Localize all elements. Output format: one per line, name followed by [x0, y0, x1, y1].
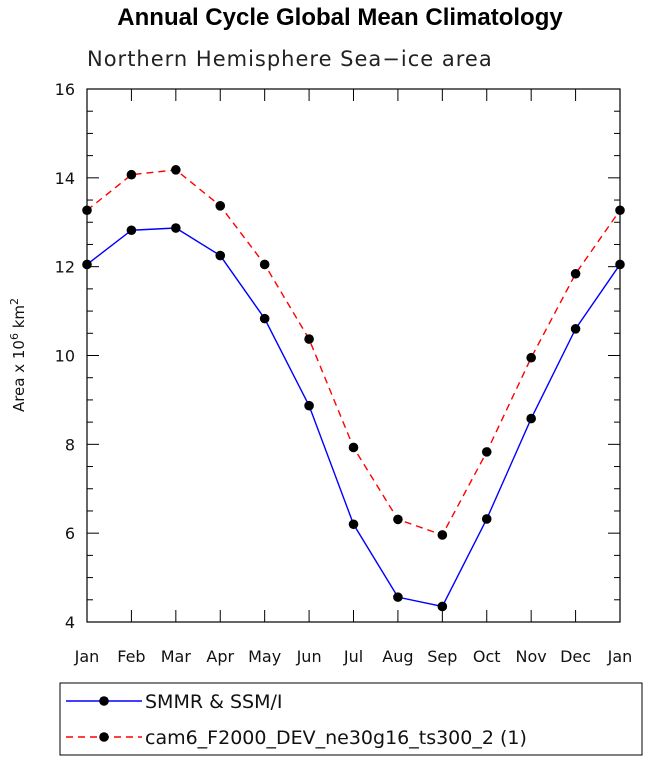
axis-ticks — [86, 88, 621, 623]
x-tick-label: Nov — [516, 647, 547, 666]
series-1-point — [393, 592, 403, 602]
series-2-point — [215, 201, 226, 211]
x-tick-label: Jan — [607, 647, 633, 666]
series-1-point — [304, 400, 314, 411]
series-1-point — [570, 324, 581, 334]
series-2-point — [82, 205, 92, 216]
plot-area — [82, 88, 625, 623]
series-line-1 — [86, 227, 621, 608]
x-tick-label: Apr — [206, 647, 234, 666]
y-axis-label-base: Area x 10 — [10, 340, 28, 412]
series-1-point — [171, 223, 181, 233]
legend-marker-2 — [99, 732, 109, 742]
legend-label-2: cam6_F2000_DEV_ne30g16_ts300_2 (1) — [145, 727, 527, 749]
legend-label-1: SMMR & SSM/I — [145, 691, 282, 713]
series-2-point — [570, 268, 581, 279]
series-1-point — [82, 259, 92, 270]
series-2-point — [437, 530, 448, 540]
series-1-point — [215, 250, 226, 261]
legend-marker-1 — [99, 696, 109, 706]
series-2-point — [526, 352, 536, 363]
series-1-point — [126, 225, 137, 236]
legend-entries: SMMR & SSM/I cam6_F2000_DEV_ne30g16_ts300… — [66, 691, 527, 749]
x-tick-label: Jan — [74, 647, 100, 666]
x-tick-label: Mar — [161, 647, 192, 666]
y-tick-label: 8 — [65, 435, 75, 454]
y-axis-label-exponent: 6 — [8, 333, 21, 340]
y-axis-label-unit: km — [10, 305, 28, 333]
series-1-point — [526, 413, 536, 424]
x-axis-tick-labels: Jan Feb Mar Apr May Jun Jul Aug Sep Oct Nov Dec Jan — [74, 647, 633, 666]
data-markers — [82, 165, 625, 612]
series-1-point — [259, 313, 270, 324]
y-axis-label: Area x 106 km2 — [8, 298, 28, 412]
x-tick-label: Oct — [473, 647, 501, 666]
y-axis-tick-labels: 4 6 8 10 12 14 16 — [55, 80, 75, 632]
x-tick-label: Jun — [296, 647, 322, 666]
series-1-point — [348, 519, 359, 530]
y-tick-label: 12 — [55, 258, 75, 277]
legend: SMMR & SSM/I cam6_F2000_DEV_ne30g16_ts300… — [59, 682, 643, 756]
series-1-point — [615, 259, 625, 270]
plot-frame — [86, 88, 621, 623]
chart-title: Annual Cycle Global Mean Climatology — [117, 4, 563, 31]
legend-box — [59, 682, 643, 756]
x-tick-label: Sep — [427, 647, 457, 666]
series-2-point — [304, 334, 314, 344]
y-tick-label: 14 — [55, 169, 75, 188]
x-tick-label: Dec — [560, 647, 591, 666]
series-2-point — [393, 514, 403, 525]
series-2-point — [126, 169, 137, 180]
x-tick-label: May — [248, 647, 281, 666]
x-tick-label: Jul — [343, 647, 363, 666]
series-2-point — [259, 259, 270, 270]
series-lines — [86, 169, 621, 608]
y-axis-label-unit-exponent: 2 — [8, 298, 21, 305]
series-2-point — [481, 447, 492, 457]
y-tick-label: 4 — [65, 613, 75, 632]
y-tick-label: 16 — [55, 80, 75, 99]
series-2-point — [348, 442, 359, 453]
y-tick-label: 10 — [55, 347, 75, 366]
series-2-point — [615, 205, 625, 216]
x-tick-label: Aug — [382, 647, 413, 666]
chart-subtitle: Northern Hemisphere Sea−ice area — [87, 47, 493, 71]
series-line-2 — [86, 169, 621, 536]
series-1-point — [437, 601, 448, 612]
series-1-point — [481, 514, 492, 524]
y-tick-label: 6 — [65, 524, 75, 543]
x-tick-label: Feb — [117, 647, 145, 666]
series-2-point — [171, 165, 181, 175]
